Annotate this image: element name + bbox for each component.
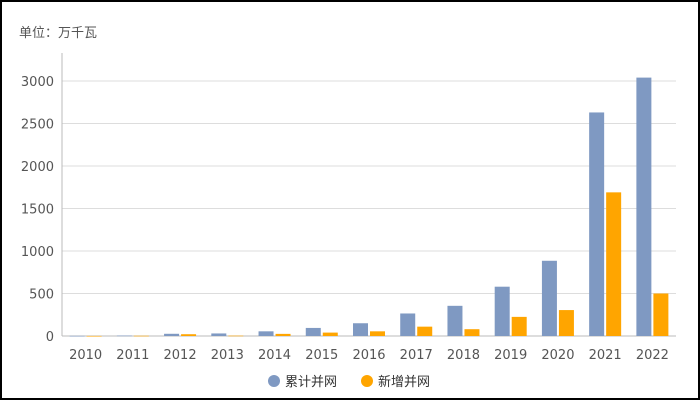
bar-cumulative-2019 xyxy=(494,286,510,336)
legend-marker-1 xyxy=(361,375,373,387)
legend-marker-0 xyxy=(268,375,280,387)
y-tick-label: 1000 xyxy=(21,245,54,260)
bar-new-2013 xyxy=(228,335,244,337)
bar-cumulative-2014 xyxy=(258,331,274,336)
legend-label: 累计并网 xyxy=(285,375,337,390)
bar-new-2015 xyxy=(322,332,338,336)
y-tick-label: 0 xyxy=(46,330,54,345)
x-tick-label: 2015 xyxy=(305,348,338,363)
x-tick-label: 2021 xyxy=(589,348,622,363)
bar-new-2016 xyxy=(370,331,385,336)
bar-cumulative-2017 xyxy=(400,313,416,336)
bar-cumulative-2011 xyxy=(116,335,132,337)
bar-new-2011 xyxy=(133,335,149,337)
y-tick-label: 2500 xyxy=(21,118,54,133)
x-tick-label: 2013 xyxy=(211,348,244,363)
bar-cumulative-2012 xyxy=(164,333,180,336)
bar-new-2019 xyxy=(511,316,527,336)
bar-cumulative-2020 xyxy=(541,260,557,336)
x-tick-label: 2020 xyxy=(541,348,574,363)
y-tick-label: 3000 xyxy=(21,75,54,90)
x-tick-label: 2011 xyxy=(116,348,149,363)
bar-new-2020 xyxy=(558,310,574,336)
bar-cumulative-2016 xyxy=(353,323,368,336)
unit-label: 单位：万千瓦 xyxy=(19,26,98,41)
x-tick-label: 2022 xyxy=(636,348,669,363)
bar-new-2022 xyxy=(653,293,669,336)
x-tick-label: 2018 xyxy=(447,348,480,363)
x-tick-label: 2012 xyxy=(164,348,197,363)
x-tick-label: 2019 xyxy=(494,348,527,363)
y-tick-label: 1500 xyxy=(21,203,54,218)
bar-new-2010 xyxy=(86,335,102,337)
bar-cumulative-2018 xyxy=(447,305,463,336)
bar-cumulative-2021 xyxy=(589,112,605,336)
legend-label: 新增并网 xyxy=(378,374,430,390)
x-tick-label: 2016 xyxy=(352,348,385,363)
bar-new-2012 xyxy=(181,334,197,336)
x-tick-label: 2014 xyxy=(258,348,291,363)
bar-cumulative-2022 xyxy=(636,77,652,336)
x-tick-label: 2010 xyxy=(69,348,102,363)
bar-new-2018 xyxy=(464,329,480,336)
x-tick-label: 2017 xyxy=(400,348,433,363)
bar-new-2017 xyxy=(417,326,433,336)
bar-new-2014 xyxy=(275,333,291,336)
bar-cumulative-2015 xyxy=(305,327,321,336)
y-tick-label: 500 xyxy=(29,288,54,303)
y-tick-label: 2000 xyxy=(21,160,54,175)
bar-cumulative-2013 xyxy=(211,333,227,336)
bar-cumulative-2010 xyxy=(69,335,85,337)
bar-new-2021 xyxy=(606,192,622,336)
